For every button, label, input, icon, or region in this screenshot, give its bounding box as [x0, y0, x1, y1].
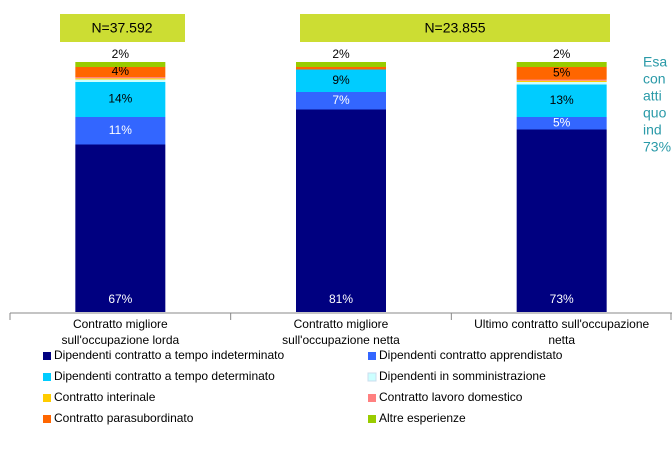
legend-label: Altre esperienze: [379, 411, 466, 425]
n-box: [60, 14, 185, 42]
data-label: 4%: [112, 64, 130, 78]
legend-label: Contratto parasubordinato: [54, 411, 194, 425]
legend-swatch: [368, 415, 376, 423]
x-tick-label: sull'occupazione lorda: [61, 333, 179, 347]
data-label: 5%: [553, 115, 571, 129]
data-label: 2%: [332, 47, 350, 61]
bar-segment: [516, 79, 607, 81]
bar-segment: [75, 77, 166, 79]
data-label: 11%: [109, 123, 132, 137]
legend-swatch: [43, 415, 51, 423]
bar-segment: [75, 82, 166, 117]
x-tick-label: Ultimo contratto sull'occupazione: [474, 317, 649, 331]
n-box: [300, 14, 610, 42]
bar-segment: [296, 92, 386, 110]
data-label: 2%: [553, 47, 571, 61]
bar-segment: [75, 117, 166, 145]
bar-segment: [516, 84, 607, 117]
bar-segment: [516, 129, 607, 312]
x-tick-label: Contratto migliore: [294, 317, 389, 331]
legend-label: Dipendenti contratto a tempo indetermina…: [54, 348, 284, 362]
bar-segment: [516, 80, 607, 82]
bar-segment: [296, 109, 386, 312]
side-text: con: [643, 71, 666, 87]
bar-segment: [296, 69, 386, 92]
bar-segment: [296, 67, 386, 70]
bar-segment: [296, 62, 386, 67]
bar-segment: [516, 117, 607, 130]
annotation: N=23.855: [424, 20, 485, 36]
bar-segment: [75, 67, 166, 77]
bar-segment: [75, 62, 166, 67]
legend-label: Contratto lavoro domestico: [379, 390, 523, 404]
side-text: Esa: [643, 54, 667, 70]
annotation: N=37.592: [91, 20, 152, 36]
legend-swatch: [43, 373, 51, 381]
legend-swatch: [367, 372, 377, 382]
legend-label: Dipendenti in somministrazione: [379, 369, 546, 383]
x-tick-label: sull'occupazione netta: [282, 333, 400, 347]
legend-swatch: [43, 352, 51, 360]
side-text: 73%: [643, 139, 671, 155]
side-text: quo: [643, 105, 667, 121]
data-label: 5%: [553, 65, 571, 79]
legend-swatch: [43, 394, 51, 402]
x-tick-label: netta: [548, 333, 575, 347]
bar-segment: [75, 79, 166, 82]
data-label: 2%: [112, 47, 130, 61]
bar-segment: [516, 82, 607, 85]
data-label: 7%: [332, 93, 350, 107]
data-label: 73%: [550, 292, 574, 306]
bar-segment: [75, 144, 166, 312]
bar-segment: [516, 67, 607, 80]
legend-label: Contratto interinale: [54, 390, 156, 404]
legend-swatch: [368, 352, 376, 360]
data-label: 14%: [108, 92, 132, 106]
legend-swatch: [368, 394, 376, 402]
legend-label: Dipendenti contratto apprendistato: [379, 348, 563, 362]
x-tick-label: Contratto migliore: [73, 317, 168, 331]
data-label: 67%: [108, 292, 132, 306]
data-label: 9%: [332, 73, 350, 87]
data-label: 81%: [329, 292, 353, 306]
bar-segment: [75, 78, 166, 80]
legend-label: Dipendenti contratto a tempo determinato: [54, 369, 275, 383]
side-text: ind: [643, 122, 662, 138]
side-text: atti: [643, 88, 662, 104]
data-label: 13%: [550, 93, 574, 107]
bar-segment: [516, 62, 607, 67]
